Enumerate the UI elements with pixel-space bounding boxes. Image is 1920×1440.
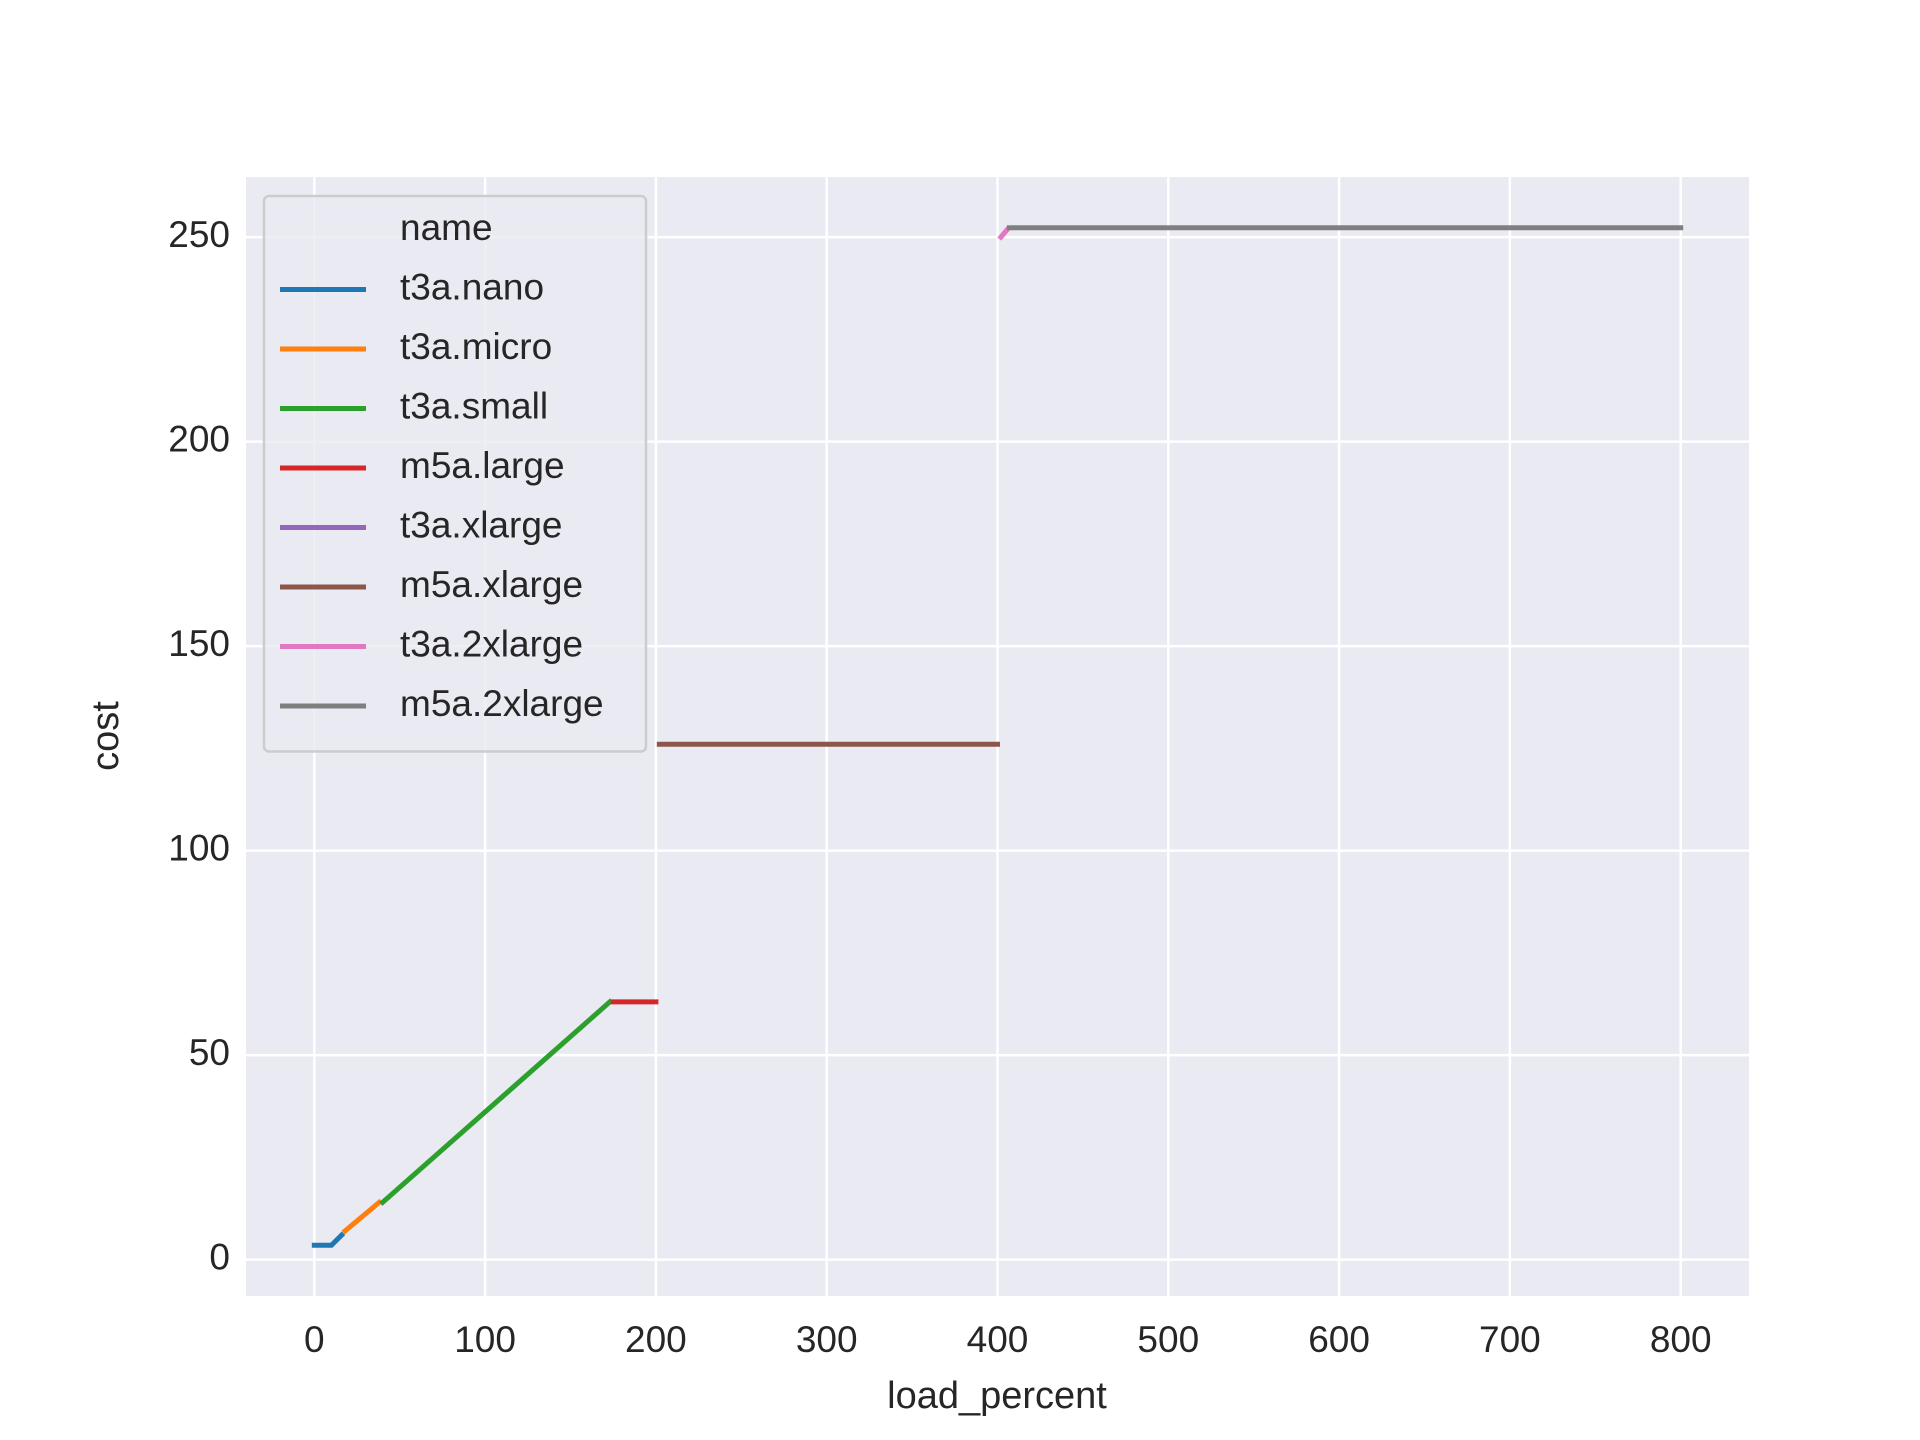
y-tick-label: 0 xyxy=(209,1236,230,1277)
x-axis-label: load_percent xyxy=(887,1375,1107,1417)
legend-label: t3a.nano xyxy=(400,266,544,307)
legend-label: t3a.micro xyxy=(400,326,552,367)
legend-label: t3a.xlarge xyxy=(400,504,563,545)
x-tick-label: 100 xyxy=(454,1319,516,1360)
legend-box xyxy=(262,194,648,753)
line-series xyxy=(379,998,614,1206)
line-series xyxy=(341,1198,383,1235)
y-axis-label: cost xyxy=(85,701,127,771)
x-tick-label: 400 xyxy=(967,1319,1029,1360)
legend-label: m5a.large xyxy=(400,445,565,486)
y-tick-label: 50 xyxy=(189,1032,230,1073)
legend-title: name xyxy=(400,207,493,248)
x-tick-label: 200 xyxy=(625,1319,687,1360)
y-tick-label: 150 xyxy=(168,623,230,664)
legend-label: m5a.xlarge xyxy=(400,564,583,605)
x-tick-label: 300 xyxy=(796,1319,858,1360)
line-series xyxy=(997,225,1012,241)
y-tick-label: 250 xyxy=(168,214,230,255)
x-tick-label: 0 xyxy=(304,1319,325,1360)
x-tick-label: 500 xyxy=(1137,1319,1199,1360)
legend-label: t3a.small xyxy=(400,385,548,426)
line-series xyxy=(311,1231,346,1248)
x-tick-label: 800 xyxy=(1650,1319,1712,1360)
legend: name t3a.nano t3a.micro t3a.small m5a.large t… xyxy=(262,194,648,753)
x-tick-label: 600 xyxy=(1308,1319,1370,1360)
y-tick-label: 100 xyxy=(168,827,230,868)
legend-label: m5a.2xlarge xyxy=(400,683,604,724)
legend-label: t3a.2xlarge xyxy=(400,623,583,664)
y-tick-label: 200 xyxy=(168,418,230,459)
x-tick-label: 700 xyxy=(1479,1319,1541,1360)
